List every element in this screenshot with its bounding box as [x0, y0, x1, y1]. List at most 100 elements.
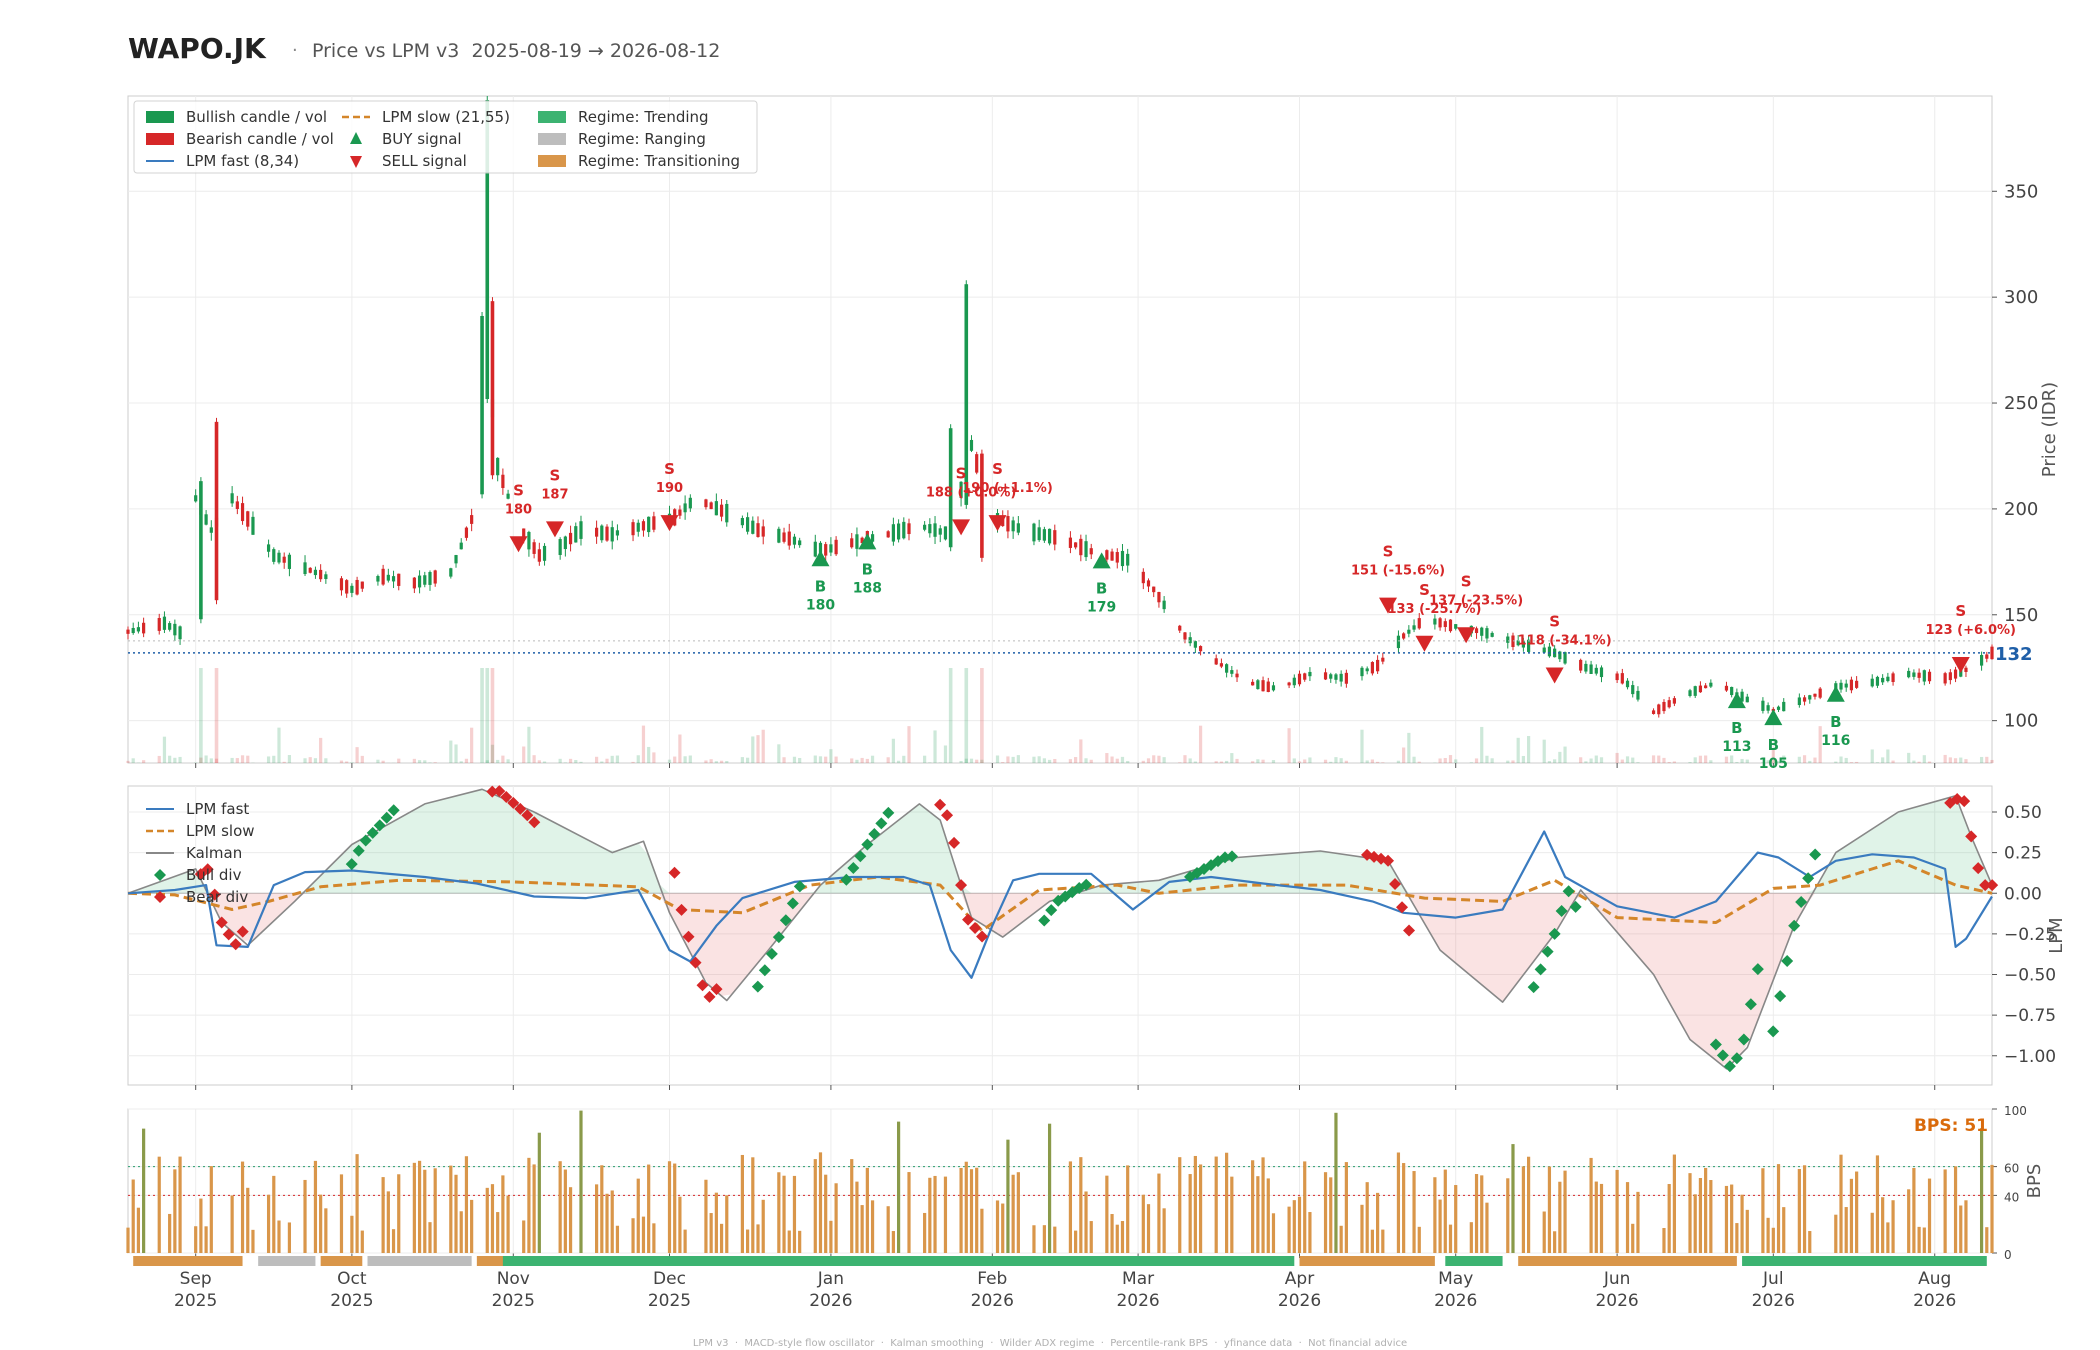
volume-bar [1438, 758, 1442, 763]
candle-body [1011, 520, 1015, 532]
bull-divergence-marker [1788, 919, 1801, 932]
x-tick-year: 2025 [648, 1291, 691, 1311]
candle-body [459, 542, 463, 550]
y-axis-label: BPS [2024, 1164, 2045, 1199]
sell-signal-value: 151 (-15.6%) [1351, 564, 1445, 579]
candle-body [787, 531, 791, 546]
volume-bar [610, 755, 614, 763]
bps-bar [1527, 1156, 1531, 1253]
bps-bar [923, 1212, 927, 1253]
bull-divergence-marker [772, 931, 785, 944]
volume-bar [1797, 756, 1801, 763]
volume-bar [376, 759, 380, 763]
bull-divergence-marker [359, 834, 372, 847]
bps-bar [1735, 1223, 1739, 1253]
candle-body [1542, 647, 1546, 653]
bps-bar [751, 1157, 755, 1253]
buy-signal-marker [1826, 685, 1845, 702]
candle-body [1667, 700, 1671, 708]
bps-bar [1011, 1174, 1015, 1253]
volume-bar [1766, 760, 1770, 763]
volume-bar [896, 760, 901, 763]
bps-bar [1953, 1166, 1958, 1253]
y-tick-label: 150 [2004, 605, 2038, 626]
volume-bar [777, 744, 781, 763]
bear-divergence-marker [1958, 795, 1971, 808]
candle-body [1579, 659, 1583, 671]
regime-band-trending [502, 1256, 1295, 1266]
bps-bar [1433, 1177, 1437, 1253]
candle-body [980, 453, 984, 558]
bps-bar [1672, 1154, 1676, 1253]
candle-body [1376, 659, 1380, 672]
candle-body [928, 524, 932, 534]
sell-signal-marker [509, 536, 528, 553]
candle-body [1360, 667, 1364, 677]
candle-body [376, 576, 380, 582]
candle-body [1839, 682, 1843, 690]
volume-bar [1547, 761, 1552, 763]
candle-body [1214, 658, 1218, 665]
bps-bar [449, 1165, 453, 1253]
volume-bar [1844, 757, 1848, 763]
bull-divergence-marker [345, 858, 358, 871]
legend-patch [538, 155, 566, 167]
sell-signal-value: 187 [541, 487, 568, 502]
volume-bar [1402, 747, 1406, 763]
regime-band-trending [1742, 1256, 1987, 1266]
bps-bar [1745, 1209, 1749, 1253]
bps-bar [1927, 1178, 1932, 1253]
bps-bar [397, 1174, 401, 1253]
volume-bar [1990, 759, 1994, 763]
bps-plot-area [127, 1108, 1993, 1254]
bps-bar [266, 1194, 271, 1253]
sell-signal-marker [1545, 667, 1564, 684]
bps-bar [1417, 1226, 1421, 1253]
buy-signal-marker [858, 533, 877, 550]
volume-bar [1709, 760, 1713, 763]
candle-body [1407, 629, 1411, 634]
volume-bar [1745, 759, 1749, 763]
candle-body [568, 532, 573, 545]
volume-bar [980, 668, 984, 763]
volume-bar [834, 756, 838, 763]
volume-bar [240, 755, 245, 763]
bull-divergence-marker [1809, 848, 1822, 861]
volume-bar [131, 758, 135, 763]
candle-body [1266, 681, 1270, 692]
candle-body [777, 528, 781, 543]
candle-body [1079, 538, 1083, 556]
volume-bar [818, 756, 823, 763]
volume-bar [1006, 756, 1010, 763]
legend-label: SELL signal [382, 152, 467, 170]
lpm-panel: −1.00 −0.75 −0.50 −0.25 0.00 0.25 0.50 LPM [127, 785, 2067, 1090]
candle-body [1985, 654, 1989, 659]
title-separator: · [292, 40, 298, 61]
bull-divergence-marker [751, 980, 764, 993]
volume-bar [282, 761, 286, 763]
volume-bar [1636, 762, 1640, 763]
bps-panel: 0 40 60 100 BPS BPS: 51 [126, 1104, 2045, 1266]
bps-bar [131, 1179, 135, 1253]
bps-bar [1855, 1171, 1859, 1253]
sell-signal-marker [1379, 597, 1398, 614]
volume-bar [246, 755, 250, 763]
volume-bar [558, 758, 562, 763]
candle-body [1323, 672, 1328, 680]
candle-body [1381, 657, 1385, 662]
volume-bar [756, 735, 760, 763]
legend-label: Regime: Ranging [578, 130, 706, 148]
volume-bar [308, 757, 312, 763]
y-tick-label: 0.50 [2004, 803, 2042, 823]
x-tick-month: Aug [1918, 1269, 1951, 1289]
sell-signal-label: S [1549, 613, 1560, 631]
volume-bar [568, 758, 573, 763]
volume-bar [1506, 760, 1510, 763]
candle-body [532, 542, 536, 554]
bps-bar [501, 1175, 505, 1253]
bps-bar [142, 1128, 146, 1253]
volume-bar [490, 668, 495, 763]
volume-bar [157, 755, 161, 763]
sell-signal-label: S [1419, 581, 1430, 599]
volume-bar [1631, 757, 1635, 763]
